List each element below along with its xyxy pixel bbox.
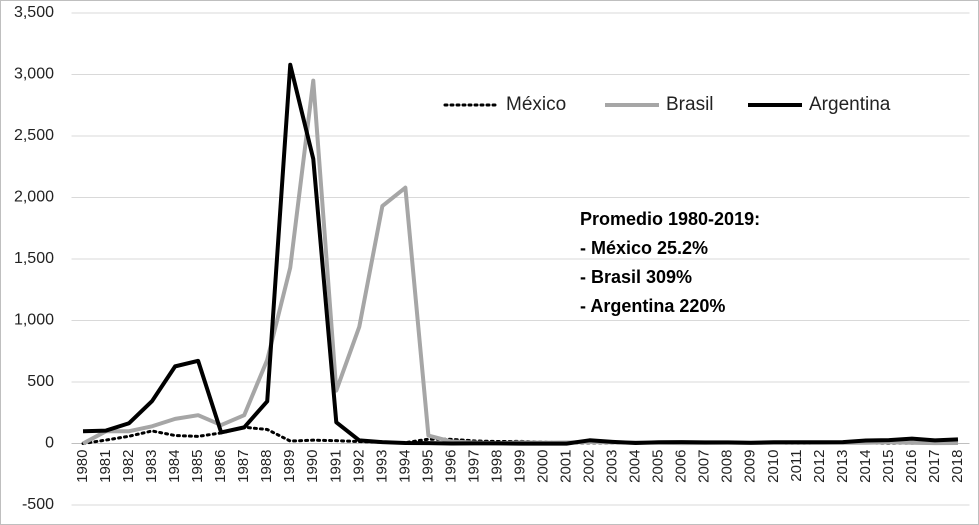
x-tick-label: 2009 [742,450,759,483]
legend-label: Brasil [666,94,714,115]
x-tick-label: 2007 [696,450,713,483]
annotation: - Brasil 309% [580,267,692,287]
x-tick-label: 2011 [788,450,805,482]
x-tick-label: 2005 [650,450,667,483]
x-tick-label: 1987 [235,450,252,483]
annotation: - México 25.2% [580,238,708,258]
x-tick-label: 1995 [419,450,436,483]
x-tick-label: 2004 [627,450,644,483]
x-tick-label: 2006 [673,450,690,483]
x-tick-label: 2012 [811,450,828,483]
y-tick-label: 3,000 [14,66,54,83]
x-tick-label: 1981 [97,450,114,483]
y-tick-label: 2,500 [14,127,54,144]
x-tick-label: 2008 [719,450,736,483]
x-tick-label: 1994 [396,450,413,483]
legend-label: Argentina [809,94,891,115]
x-tick-label: 2003 [604,450,621,483]
annotation: - Argentina 220% [580,296,725,316]
x-tick-label: 2014 [857,450,874,483]
y-tick-label: -500 [22,496,54,513]
y-tick-label: 3,500 [14,4,54,21]
x-tick-label: 2010 [765,450,782,483]
x-tick-label: 2017 [926,450,943,483]
x-tick-label: 1992 [350,450,367,483]
x-tick-label: 2018 [949,450,966,483]
x-tick-label: 2013 [834,450,851,483]
legend-label: México [506,94,566,115]
y-tick-label: 0 [45,435,54,452]
x-tick-label: 2001 [558,450,575,483]
x-tick-label: 1985 [189,450,206,483]
x-tick-label: 1993 [373,450,390,483]
x-tick-label: 1986 [212,450,229,483]
x-tick-label: 1983 [143,450,160,483]
x-tick-label: 1997 [465,450,482,483]
x-tick-label: 1998 [488,450,505,483]
annotation: Promedio 1980-2019: [580,209,760,229]
x-tick-label: 2002 [581,450,598,483]
y-tick-label: 2,000 [14,189,54,206]
x-tick-label: 1988 [258,450,275,483]
y-tick-label: 500 [27,373,54,390]
x-tick-label: 2000 [534,450,551,483]
y-tick-label: 1,000 [14,312,54,329]
x-tick-label: 1999 [511,450,528,483]
x-tick-label: 1991 [327,450,344,483]
x-tick-label: 1989 [281,450,298,483]
x-tick-label: 1980 [74,450,91,483]
x-tick-label: 2016 [903,450,920,483]
y-tick-label: 1,500 [14,250,54,267]
x-tick-label: 1982 [120,450,137,483]
x-tick-label: 1996 [442,450,459,483]
x-tick-label: 2015 [880,450,897,483]
line-series [82,62,959,446]
x-tick-label: 1984 [166,450,183,483]
x-tick-label: 1990 [304,450,321,483]
